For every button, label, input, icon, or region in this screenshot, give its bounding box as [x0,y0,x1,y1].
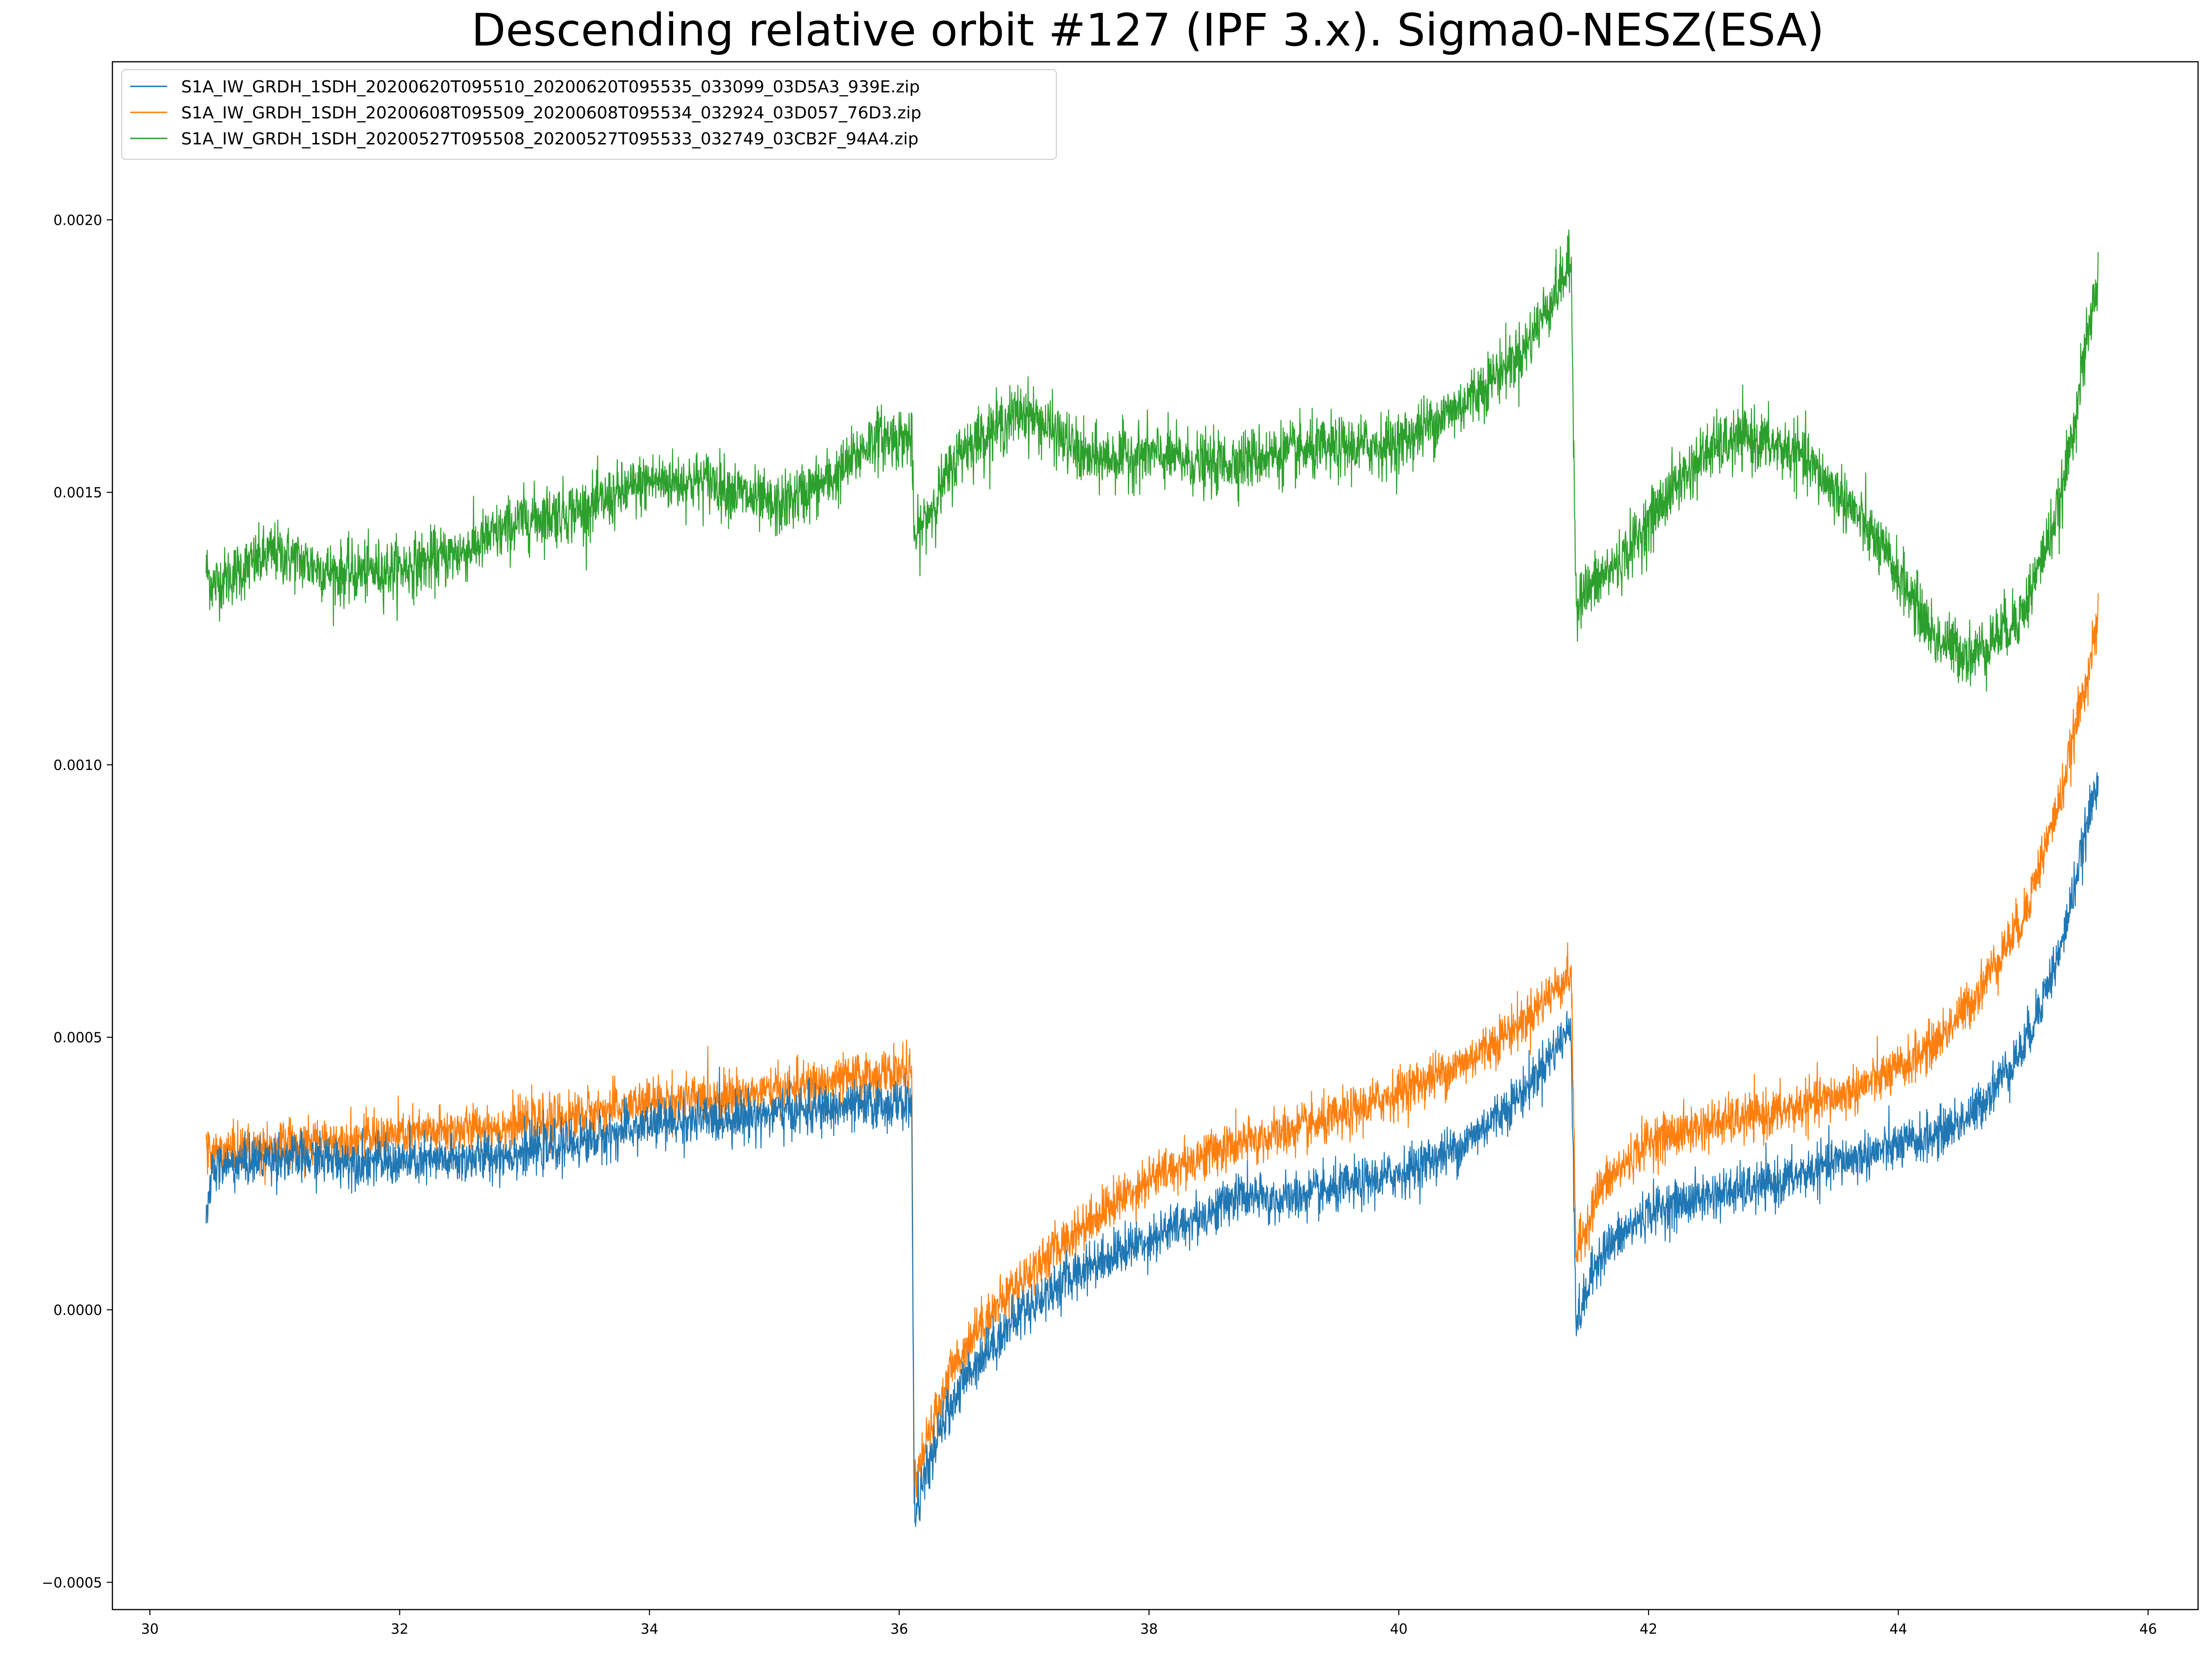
legend-box [121,69,1057,160]
chart-title: Descending relative orbit #127 (IPF 3.x)… [471,4,1824,56]
legend: S1A_IW_GRDH_1SDH_20200620T095510_2020062… [121,69,1057,160]
x-tick-label: 30 [141,1621,159,1637]
x-tick-label: 46 [2139,1621,2157,1637]
legend-label-1: S1A_IW_GRDH_1SDH_20200620T095510_2020062… [181,78,920,97]
x-tick-label: 34 [641,1621,658,1637]
y-tick-label: 0.0010 [53,757,102,774]
x-tick-label: 44 [1890,1621,1907,1637]
y-tick-label: 0.0000 [53,1303,102,1319]
x-tick-label: 36 [890,1621,908,1637]
series-line-2 [205,593,2099,1502]
x-tick-label: 42 [1640,1621,1657,1637]
y-tick-label: 0.0020 [53,212,102,228]
plot-area [205,229,2099,1527]
axes-frame [111,61,2199,1610]
series-line-3 [205,229,2099,692]
axes: 30 32 34 36 38 40 42 44 46 −0.0005 0.0000 0.0005 0.0… [42,61,2199,1637]
y-tick-label: −0.0005 [42,1575,102,1591]
y-tick-label: 0.0005 [53,1030,102,1046]
x-tick-label: 40 [1390,1621,1407,1637]
x-tick-label: 38 [1140,1621,1158,1637]
series-line-1 [205,772,2099,1527]
x-tick-label: 32 [391,1621,408,1637]
legend-label-3: S1A_IW_GRDH_1SDH_20200527T095508_2020052… [181,130,918,149]
legend-label-2: S1A_IW_GRDH_1SDH_20200608T095509_2020060… [181,104,921,123]
y-tick-label: 0.0015 [53,485,102,501]
